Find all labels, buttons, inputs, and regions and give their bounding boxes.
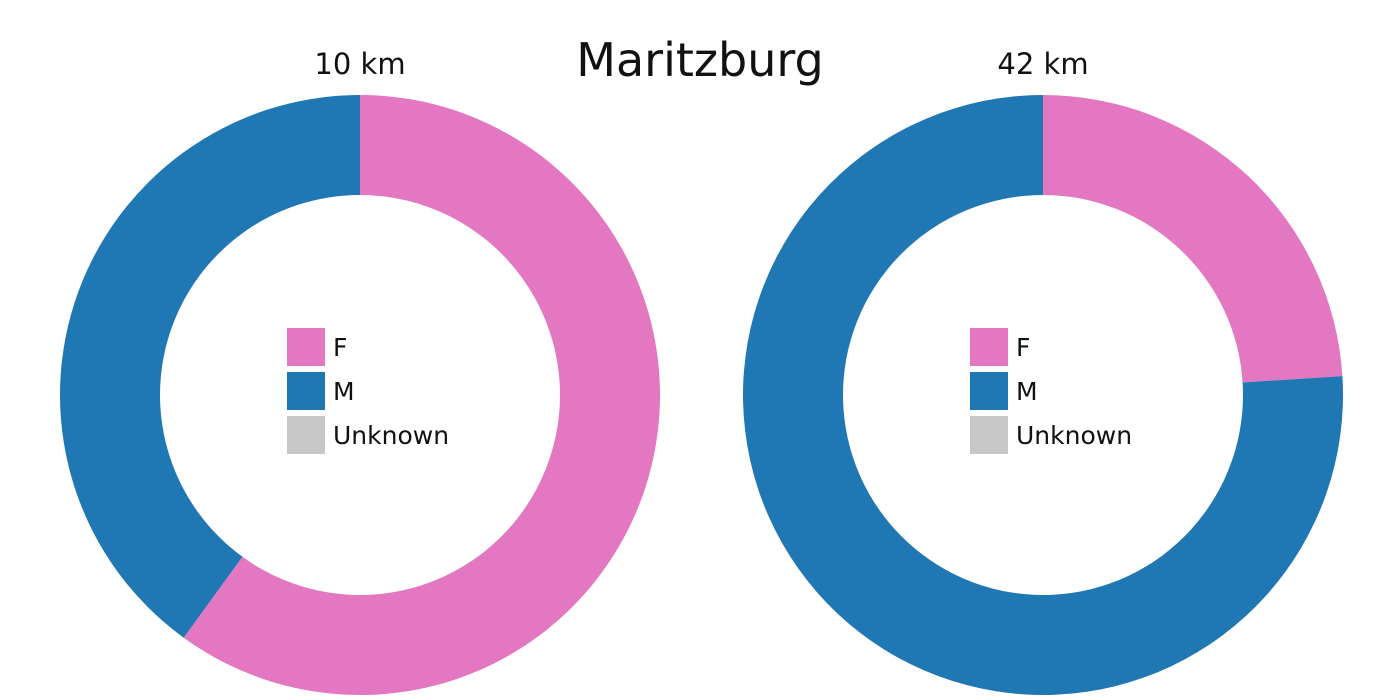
legend-swatch-unknown: [970, 416, 1008, 454]
donut-chart-2: 42 km FM Unknown: [742, 47, 1343, 695]
legend-label-f: F: [333, 333, 347, 362]
legend-label-f: F: [1016, 333, 1030, 362]
legend-label-m: M: [333, 377, 355, 406]
legend-swatch-f: [287, 328, 325, 366]
legend-label-unknown: Unknown: [333, 421, 449, 450]
chart-title: Maritzburg: [576, 33, 823, 87]
donut-title: 42 km: [997, 47, 1088, 81]
donut-title: 10 km: [314, 47, 405, 81]
legend-swatch-unknown: [287, 416, 325, 454]
legend-label-unknown: Unknown: [1016, 421, 1132, 450]
legend-swatch-f: [970, 328, 1008, 366]
donut-segment-f: [183, 95, 661, 695]
donut-segment-m: [742, 95, 1343, 695]
donut-chart-1: 10 km FM Unknown: [60, 47, 661, 695]
donut-segment-f: [1043, 95, 1343, 383]
legend-swatch-m: [287, 372, 325, 410]
legend-swatch-m: [970, 372, 1008, 410]
legend-label-m: M: [1016, 377, 1038, 406]
legend: FM Unknown: [970, 328, 1132, 454]
donut-segment-m: [60, 94, 360, 638]
legend: FM Unknown: [287, 328, 449, 454]
